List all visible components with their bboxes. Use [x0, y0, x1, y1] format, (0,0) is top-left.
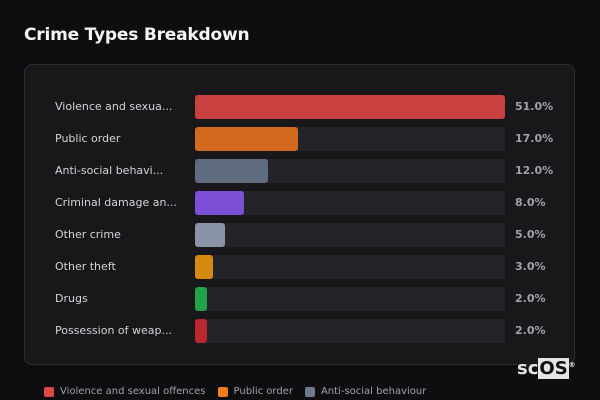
bar-track	[195, 223, 505, 247]
legend: Violence and sexual offences Public order…	[44, 386, 426, 397]
bar-track	[195, 255, 505, 279]
bar-track	[195, 287, 505, 311]
legend-swatch	[304, 386, 315, 397]
value-label: 2.0%	[515, 292, 546, 305]
bar-row: Drugs 2.0%	[25, 287, 574, 311]
bar[interactable]	[195, 287, 208, 311]
bar-row: Other crime 5.0%	[25, 223, 574, 247]
bar-row: Criminal damage an... 8.0%	[25, 191, 574, 215]
category-label: Drugs	[55, 292, 88, 305]
legend-label: Violence and sexual offences	[60, 386, 206, 397]
value-label: 2.0%	[515, 324, 546, 337]
legend-item[interactable]: Public order	[217, 386, 293, 397]
value-label: 17.0%	[515, 132, 554, 145]
category-label: Public order	[55, 132, 121, 145]
legend-label: Anti-social behaviour	[320, 386, 427, 397]
legend-label: Public order	[233, 386, 293, 397]
legend-item[interactable]: Violence and sexual offences	[44, 386, 206, 397]
bar-track	[195, 127, 505, 151]
category-label: Other crime	[55, 228, 121, 241]
value-label: 5.0%	[515, 228, 546, 241]
scos-logo: scOS®	[517, 358, 576, 379]
value-label: 8.0%	[515, 196, 546, 209]
legend-swatch	[217, 386, 228, 397]
category-label: Violence and sexua...	[55, 100, 173, 113]
bar[interactable]	[195, 159, 268, 183]
bar-row: Possession of weap... 2.0%	[25, 319, 574, 343]
category-label: Possession of weap...	[55, 324, 172, 337]
bar[interactable]	[195, 223, 226, 247]
bar-track	[195, 159, 505, 183]
bar[interactable]	[195, 319, 208, 343]
bar-track	[195, 95, 505, 119]
category-label: Other theft	[55, 260, 116, 273]
chart-card: Violence and sexua... 51.0% Public order …	[24, 64, 575, 365]
bar[interactable]	[195, 255, 214, 279]
bar[interactable]	[195, 191, 244, 215]
logo-text: sc	[517, 358, 539, 379]
category-label: Criminal damage an...	[55, 196, 177, 209]
logo-registered-mark: ®	[568, 361, 576, 369]
bar-row: Anti-social behavi... 12.0%	[25, 159, 574, 183]
bar-row: Public order 17.0%	[25, 127, 574, 151]
bar[interactable]	[195, 127, 299, 151]
bar-track	[195, 319, 505, 343]
bar-row: Other theft 3.0%	[25, 255, 574, 279]
chart-title: Crime Types Breakdown	[24, 25, 250, 45]
bar-track	[195, 191, 505, 215]
legend-swatch	[44, 386, 54, 397]
value-label: 3.0%	[515, 260, 546, 273]
bar-row: Violence and sexua... 51.0%	[25, 95, 574, 119]
value-label: 51.0%	[515, 100, 554, 113]
legend-item[interactable]: Anti-social behaviour	[304, 386, 427, 397]
bar[interactable]	[195, 95, 505, 119]
value-label: 12.0%	[515, 164, 554, 177]
category-label: Anti-social behavi...	[55, 164, 164, 177]
logo-text-boxed: OS	[538, 358, 569, 379]
